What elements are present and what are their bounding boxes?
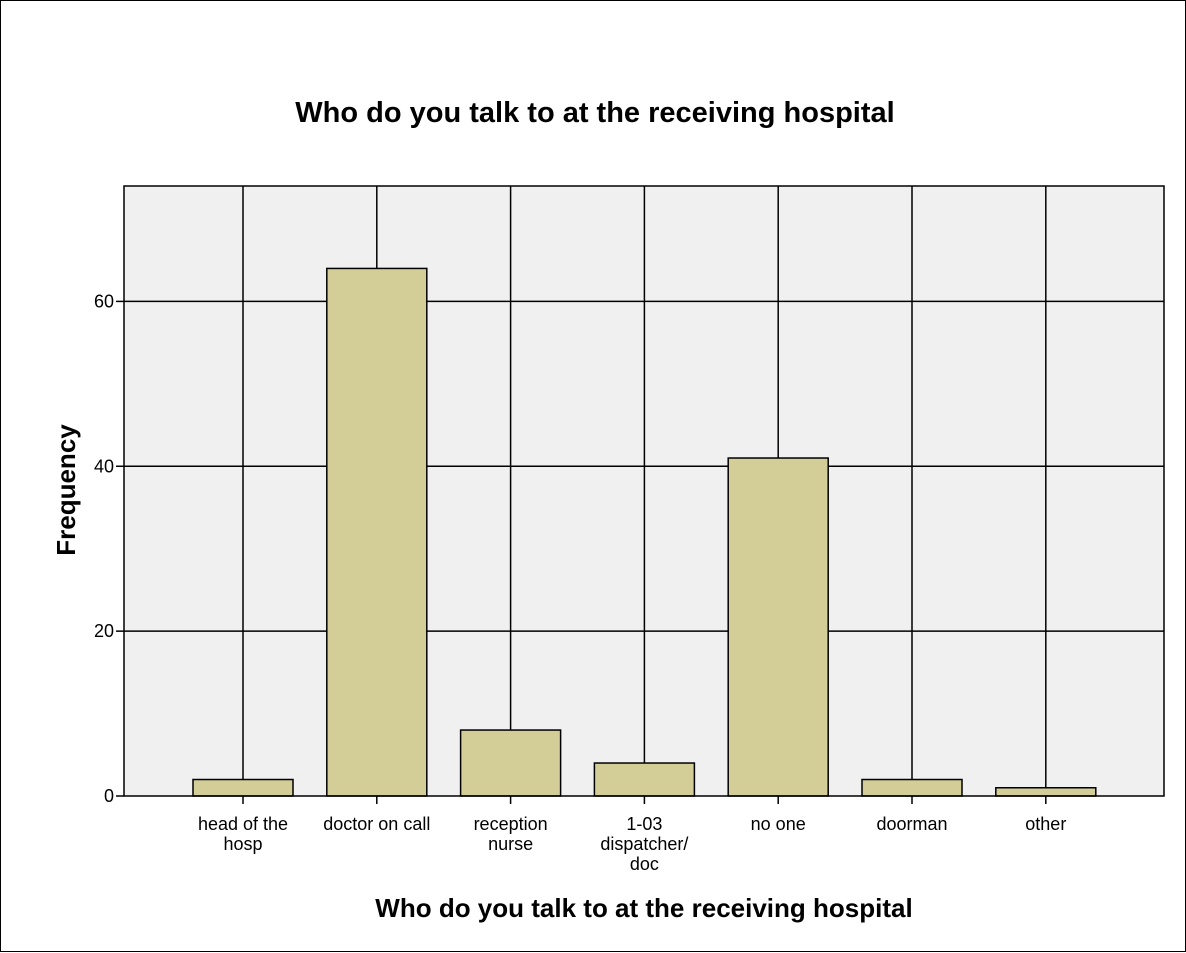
x-tick-label: no one: [751, 814, 806, 834]
x-axis-label: Who do you talk to at the receiving hosp…: [375, 893, 912, 923]
x-tick-label-line: 1-03: [626, 814, 662, 834]
x-tick-label-line: dispatcher/: [600, 834, 688, 854]
y-axis-ticks: 0 20 40 60: [94, 291, 124, 806]
x-tick-label-line: hosp: [223, 834, 262, 854]
x-tick-label-line: doc: [630, 854, 659, 874]
x-tick-label-line: no one: [751, 814, 806, 834]
bars: [192, 267, 1097, 797]
bar: [593, 762, 696, 797]
bar: [861, 778, 963, 797]
grid-lines: [124, 186, 1164, 796]
x-tick-label: doctor on call: [323, 814, 430, 834]
x-tick-label-line: nurse: [488, 834, 533, 854]
bar: [459, 729, 562, 797]
x-tick-label: doorman: [876, 814, 947, 834]
x-tick-label-line: head of the: [198, 814, 288, 834]
y-tick-label: 60: [94, 291, 114, 311]
x-tick-label: reception nurse: [474, 814, 548, 854]
bar: [192, 778, 294, 797]
bar: [995, 787, 1097, 797]
x-tick-label: 1-03 dispatcher/doc: [600, 814, 688, 874]
bar: [326, 267, 428, 797]
x-tick-label: head of the hosp: [198, 814, 288, 854]
x-tick-label: other: [1025, 814, 1066, 834]
x-tick-label-line: doctor on call: [323, 814, 430, 834]
chart-title: Who do you talk to at the receiving hosp…: [295, 97, 894, 129]
x-tick-label-line: reception: [474, 814, 548, 834]
x-tick-label-line: doorman: [876, 814, 947, 834]
y-tick-label: 40: [94, 456, 114, 476]
y-tick-label: 0: [104, 786, 114, 806]
bar: [727, 457, 829, 797]
x-tick-label-line: other: [1025, 814, 1066, 834]
y-tick-label: 20: [94, 621, 114, 641]
y-axis-label: Frequency: [51, 424, 81, 556]
x-axis-ticks: head of the hosp doctor on call reception nu…: [198, 796, 1066, 874]
